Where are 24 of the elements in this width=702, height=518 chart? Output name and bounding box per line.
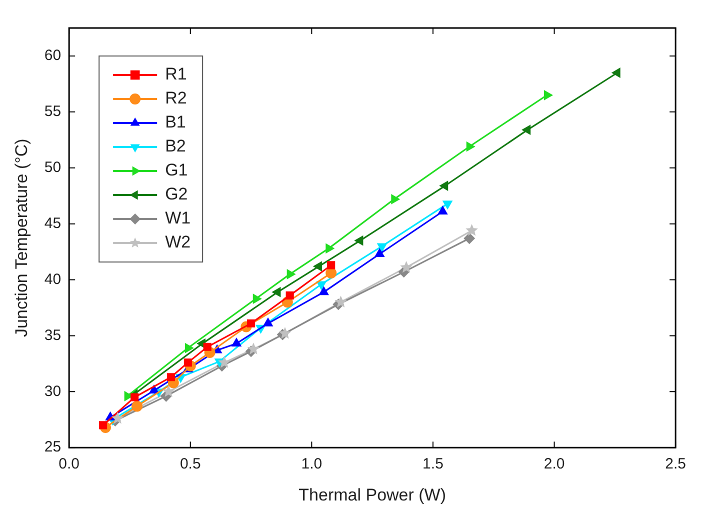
- legend-label: G1: [165, 160, 188, 180]
- legend-label: W2: [165, 232, 191, 252]
- legend-label: R1: [165, 64, 187, 84]
- y-tick-label: 45: [44, 214, 62, 232]
- y-tick-label: 35: [44, 326, 62, 344]
- y-tick-label: 55: [44, 103, 62, 120]
- x-tick-label: 1.0: [301, 456, 322, 473]
- legend-label: W1: [165, 208, 191, 228]
- x-tick-label: 2.5: [665, 456, 686, 473]
- y-tick-label: 40: [44, 270, 62, 288]
- legend-label: G2: [165, 184, 188, 204]
- legend-label: B1: [165, 112, 186, 132]
- y-tick-label: 25: [44, 438, 62, 456]
- y-tick-label: 50: [44, 159, 62, 176]
- x-tick-label: 0.5: [180, 456, 201, 473]
- y-tick-label: 60: [44, 47, 62, 64]
- x-tick-label: 2.0: [544, 456, 565, 473]
- x-tick-label: 1.5: [422, 456, 444, 473]
- y-axis-title: Junction Temperature (°C): [12, 138, 31, 337]
- legend-label: B2: [165, 136, 186, 156]
- x-axis-title: Thermal Power (W): [298, 485, 446, 504]
- legend-label: R2: [165, 88, 187, 108]
- x-tick-label: 0.0: [58, 456, 80, 473]
- y-tick-label: 30: [44, 382, 62, 400]
